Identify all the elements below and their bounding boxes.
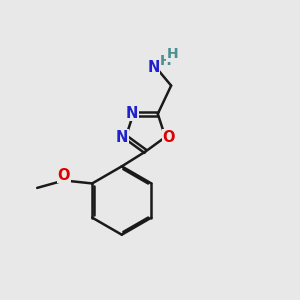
Text: N: N bbox=[147, 60, 160, 75]
Text: O: O bbox=[163, 130, 175, 145]
Text: N: N bbox=[116, 130, 128, 145]
Text: H: H bbox=[167, 47, 178, 61]
Text: N: N bbox=[126, 106, 138, 121]
Text: O: O bbox=[58, 168, 70, 183]
Text: H: H bbox=[160, 54, 172, 68]
